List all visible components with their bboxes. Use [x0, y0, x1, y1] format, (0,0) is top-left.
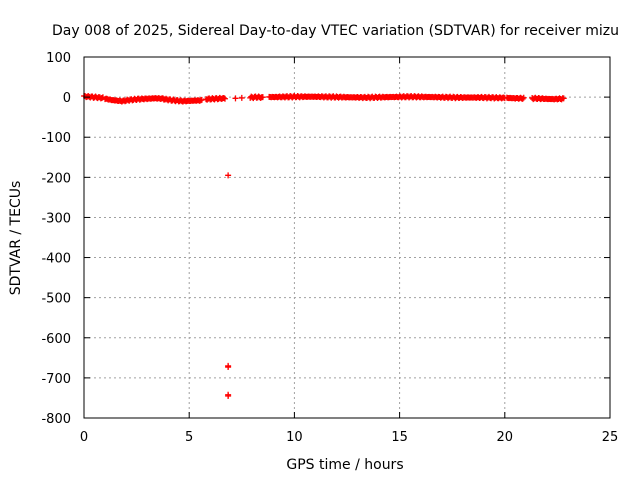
x-tick-label: 15 [391, 430, 408, 445]
data-point [220, 94, 227, 101]
data-point [198, 96, 205, 103]
plot-frame [83, 56, 611, 419]
outlier-point [225, 364, 232, 371]
y-axis-title: SDTVAR / TECUs [8, 181, 24, 296]
y-tick-label: -100 [41, 131, 71, 146]
y-tick-label: 100 [46, 51, 71, 66]
data-point [259, 94, 266, 101]
outlier-point [232, 95, 239, 102]
outlier-point [238, 94, 245, 101]
data-point [519, 95, 526, 102]
y-tick-label: -200 [41, 171, 71, 186]
axis-ticks [83, 56, 611, 419]
x-tick-label: 0 [80, 430, 88, 445]
x-tick-label: 25 [602, 430, 619, 445]
outlier-point [225, 172, 232, 179]
y-tick-label: -600 [41, 332, 71, 347]
y-tick-labels: 100 0 -100 -200 -300 -400 -500 -600 -700 -800 [41, 51, 71, 427]
x-tick-label: 20 [497, 430, 514, 445]
chart-title: Day 008 of 2025, Sidereal Day-to-day VTE… [52, 23, 619, 39]
data-point [221, 95, 228, 102]
x-tick-labels: 0 5 10 15 20 25 [80, 430, 618, 445]
data-point [520, 94, 527, 101]
y-tick-label: -400 [41, 252, 71, 267]
y-tick-label: 0 [63, 91, 71, 106]
data-points [81, 92, 567, 399]
y-tick-label: -500 [41, 292, 71, 307]
data-point [560, 95, 567, 102]
grid-lines [84, 57, 610, 418]
y-tick-label: -700 [41, 372, 71, 387]
outlier-point [225, 392, 232, 399]
x-axis-title: GPS time / hours [286, 457, 403, 473]
y-tick-label: -300 [41, 211, 71, 226]
y-tick-label: -800 [41, 412, 71, 427]
x-tick-label: 5 [185, 430, 193, 445]
x-tick-label: 10 [286, 430, 303, 445]
